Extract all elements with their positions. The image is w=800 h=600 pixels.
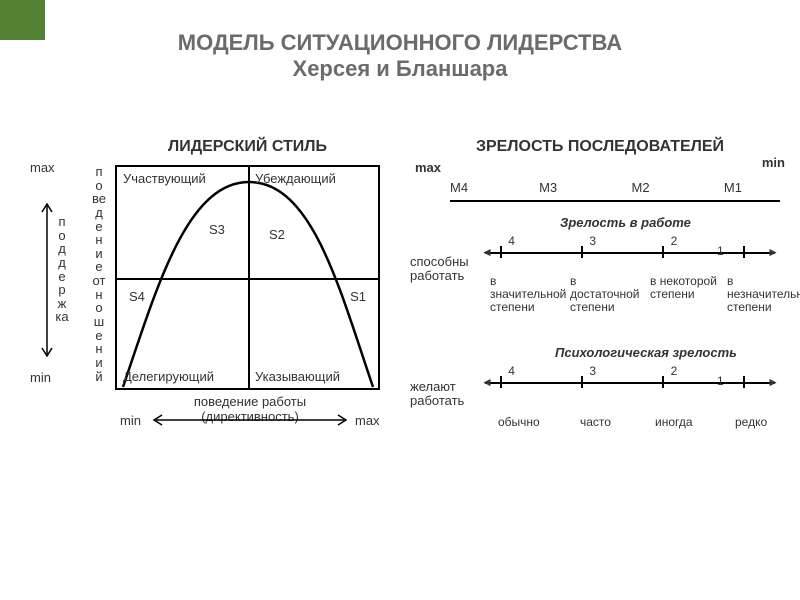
work-d0: в значительной степени <box>490 275 560 315</box>
x-label-line1: поведение работы <box>194 394 306 409</box>
psych-tick-2 <box>662 376 664 388</box>
work-n4: 4 <box>508 234 515 248</box>
q-bottom-right: Указывающий <box>255 369 340 384</box>
work-tick-4 <box>500 246 502 258</box>
arrow-right-icon: ► <box>767 376 779 388</box>
top-scale-max: max <box>415 160 441 175</box>
psych-n3: 3 <box>589 364 596 378</box>
m1: M1 <box>724 180 742 195</box>
y-side-label: поддержка <box>55 215 69 324</box>
m-scale-axis <box>450 200 780 202</box>
code-s1: S1 <box>350 289 366 304</box>
work-d3: в незначительной степени <box>727 275 795 315</box>
psych-tick-3 <box>581 376 583 388</box>
work-title: Зрелость в работе <box>560 215 691 230</box>
work-axis <box>485 252 775 254</box>
x-min: min <box>120 413 141 428</box>
psych-tick-1 <box>743 376 745 388</box>
page-title: МОДЕЛЬ СИТУАЦИОННОГО ЛИДЕРСТВА Херсея и … <box>0 30 800 83</box>
psych-tick-4 <box>500 376 502 388</box>
psych-axis <box>485 382 775 384</box>
y-min: min <box>30 370 51 385</box>
code-s2: S2 <box>269 227 285 242</box>
work-d2: в некоторой степени <box>650 275 720 301</box>
y-axis-label: поведение отношений <box>92 165 106 383</box>
x-max: max <box>355 413 380 428</box>
y-max: max <box>30 160 55 175</box>
title-line2: Херсея и Бланшара <box>293 56 508 81</box>
psych-n1: 1 <box>717 374 724 388</box>
work-scale: ◄ ► 4 3 2 1 <box>485 240 775 266</box>
quadrant-grid: Участвующий Убеждающий Делегирующий Указ… <box>115 165 380 390</box>
m3: M3 <box>539 180 557 195</box>
work-n3: 3 <box>589 234 596 248</box>
m-scale: M4 M3 M2 M1 <box>450 180 780 204</box>
title-line1: МОДЕЛЬ СИТУАЦИОННОГО ЛИДЕРСТВА <box>178 30 622 55</box>
work-d1: в достаточной степени <box>570 275 640 315</box>
left-heading: ЛИДЕРСКИЙ СТИЛЬ <box>115 138 380 156</box>
psych-n4: 4 <box>508 364 515 378</box>
arrow-left-icon: ◄ <box>481 376 493 388</box>
psych-scale: ◄ ► 4 3 2 1 <box>485 370 775 396</box>
psych-d2: иногда <box>655 415 693 429</box>
work-tick-1 <box>743 246 745 258</box>
code-s3: S3 <box>209 222 225 237</box>
psych-d1: часто <box>580 415 611 429</box>
q-top-right: Убеждающий <box>255 171 336 186</box>
work-tick-2 <box>662 246 664 258</box>
x-arrow <box>150 413 350 427</box>
support-arrow <box>40 200 54 360</box>
psych-d3: редко <box>735 415 767 429</box>
right-heading: ЗРЕЛОСТЬ ПОСЛЕДОВАТЕЛЕЙ <box>410 138 790 156</box>
psych-title: Психологическая зрелость <box>555 345 737 360</box>
work-tick-3 <box>581 246 583 258</box>
work-n1: 1 <box>717 244 724 258</box>
work-side: способны работать <box>410 255 475 284</box>
m2: M2 <box>632 180 650 195</box>
psych-n2: 2 <box>671 364 678 378</box>
arrow-right-icon: ► <box>767 246 779 258</box>
quad-horizontal-divider <box>117 278 378 280</box>
q-top-left: Участвующий <box>123 171 206 186</box>
arrow-left-icon: ◄ <box>481 246 493 258</box>
psych-d0: обычно <box>498 415 540 429</box>
q-bottom-left: Делегирующий <box>123 369 214 384</box>
m4: M4 <box>450 180 468 195</box>
psych-side: желают работать <box>410 380 475 409</box>
code-s4: S4 <box>129 289 145 304</box>
top-scale-min: min <box>762 155 785 170</box>
work-n2: 2 <box>671 234 678 248</box>
